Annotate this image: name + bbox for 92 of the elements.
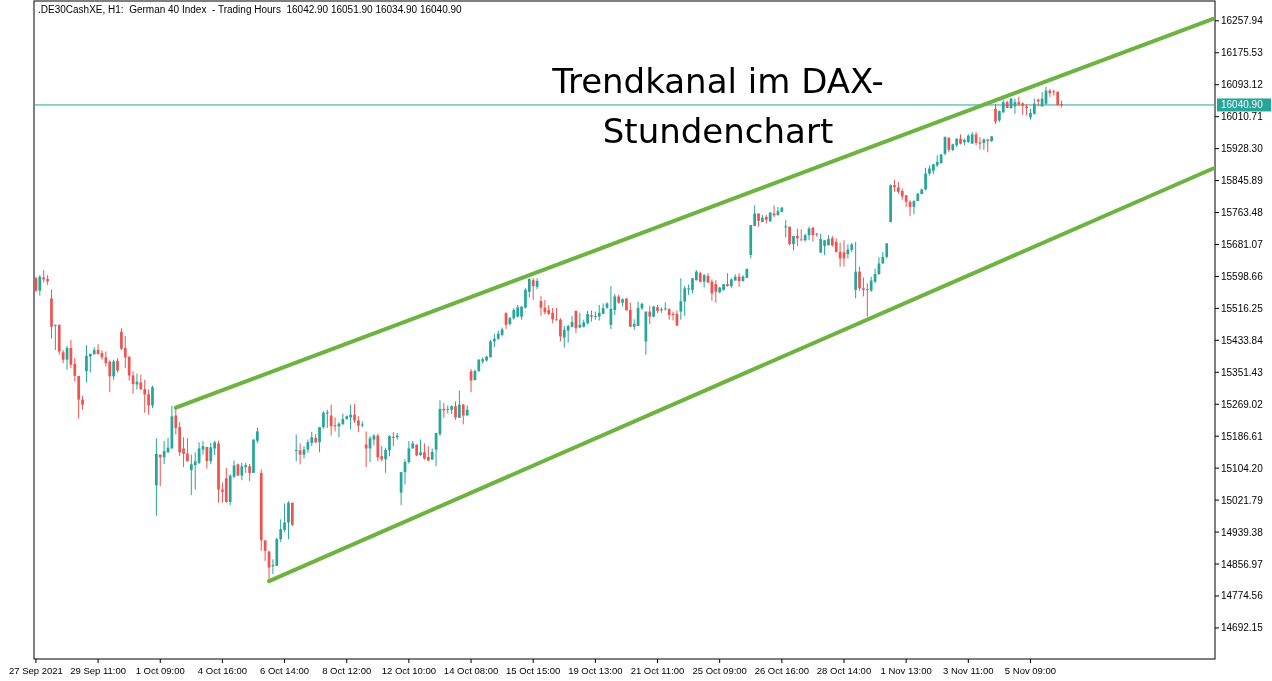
y-tick-label: 14692.15 [1221,622,1264,634]
y-tick-label: 15928.30 [1221,143,1264,155]
candlestick [287,500,290,540]
candlestick [38,274,42,297]
y-tick-label: 15351.43 [1221,366,1264,378]
candlestick [648,305,652,325]
candlestick [559,317,562,342]
candlestick [221,482,224,504]
candlestick [714,279,718,304]
candlestick [531,277,535,301]
x-tick-label: 4 Oct 16:00 [197,665,247,676]
candlestick [294,434,298,462]
x-tick-label: 29 Sep 11:00 [70,665,127,676]
candlestick [799,228,803,241]
y-tick-label: 16257.94 [1221,15,1264,27]
chart-subtitle: .DE30CashXE, H1: German 40 Index - Trading Hours 16042.90 16051.90 16034.90 16040.90 [38,4,463,15]
candlestick [924,167,927,191]
x-tick-label: 26 Oct 16:00 [754,665,810,676]
y-tick-label: 14939.38 [1221,526,1264,538]
candlestick [461,403,465,425]
x-tick-label: 19 Oct 13:00 [568,665,623,676]
candlestick [858,266,861,292]
candlestick [784,219,788,239]
candlestick [555,307,558,321]
candlestick [318,426,321,453]
x-tick-label: 28 Oct 14:00 [816,665,872,676]
y-tick-label: 16010.71 [1221,111,1264,123]
y-tick-label: 15269.02 [1221,398,1264,410]
candlestick [42,269,46,283]
candlestick [329,404,333,437]
candlestick [384,447,387,474]
text: Trendkanal im DAX-Stundenchart [551,60,885,153]
candlestick [224,467,228,504]
y-tick-label: 15516.25 [1221,302,1264,314]
y-tick-label: 15021.79 [1221,494,1264,506]
candlestick [151,385,154,409]
candlestick [325,409,329,429]
y-tick-label: 16175.53 [1221,47,1264,59]
y-tick-label: 16093.12 [1221,79,1264,91]
candlestick [562,325,566,349]
x-tick-label: 21 Oct 11:00 [630,665,685,676]
candlestick [819,233,823,254]
y-tick-label: 14856.97 [1221,558,1264,570]
candlestick [162,440,166,465]
ref-line-label: 16040.90 [1221,99,1264,111]
x-tick-label: 6 Oct 14:00 [260,665,310,676]
x-tick-label: 3 Nov 11:00 [943,665,994,676]
candlestick [391,431,395,447]
candlestick [112,359,115,381]
y-tick-label: 15104.20 [1221,462,1264,474]
x-tick-label: 25 Oct 09:00 [692,665,747,676]
candlestick [446,404,450,415]
x-tick-label: 27 Sep 2021 [9,665,63,676]
candlestick [982,138,986,151]
candlestick [458,390,461,419]
candlestick [376,433,380,462]
x-tick-label: 14 Oct 08:00 [443,665,499,676]
candlestick [54,324,57,351]
x-tick-label: 5 Nov 09:00 [1004,665,1057,676]
candlestick [147,389,150,416]
candlestick [123,335,127,369]
candlestick [353,403,356,424]
x-tick-label: 12 Oct 10:00 [381,665,437,676]
candlestick [628,302,632,328]
candlestick [77,375,81,420]
candlestick [388,434,391,457]
y-tick-label: 14774.56 [1221,590,1264,602]
x-tick-label: 1 Nov 13:00 [880,665,932,676]
candlestick [189,454,193,496]
candlestick [454,401,457,421]
y-tick-label: 15763.48 [1221,207,1264,219]
x-tick-label: 8 Oct 12:00 [322,665,372,676]
candlestick [143,379,147,414]
y-tick-label: 15681.07 [1221,238,1264,250]
candlestick [263,539,267,562]
candlestick [994,103,997,125]
y-tick-label: 15598.66 [1221,270,1264,282]
candlestick [683,285,687,317]
y-tick-label: 15845.89 [1221,175,1264,187]
y-tick-label: 15433.84 [1221,334,1264,346]
y-tick-label: 15186.61 [1221,430,1264,442]
candlestick [590,309,593,323]
candlestick [660,306,663,314]
x-tick-label: 15 Oct 15:00 [506,665,561,676]
candlestick [854,241,858,299]
candlestick [865,282,869,318]
candlestick [85,344,88,384]
x-tick-label: 1 Oct 09:00 [135,665,185,676]
candlestick [209,442,213,465]
candlestick [862,276,865,297]
candlestick [279,518,283,543]
candlestick [679,277,683,321]
